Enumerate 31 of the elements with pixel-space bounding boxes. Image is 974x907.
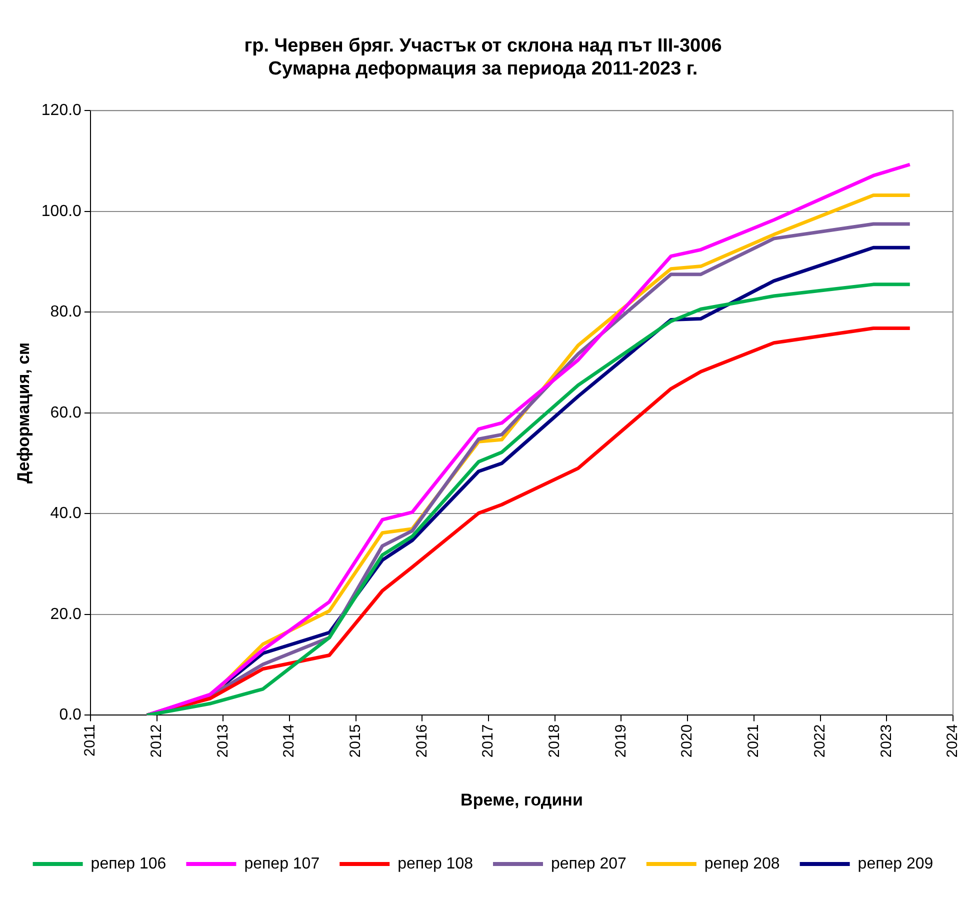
x-tick-label: 2014 [280,724,298,758]
y-tick-label: 40.0 [50,505,82,522]
text: Сумарна деформация за периода 2011-2023 г. [268,58,698,80]
x-tick-label: 2022 [811,724,828,758]
y-tick-label: 60.0 [50,404,82,422]
x-tick-label: 2021 [745,724,762,758]
y-tick-label: 80.0 [50,304,82,321]
x-tick-label: 2015 [346,724,364,758]
x-tick-label: 2017 [480,724,497,758]
x-tick-label: 2023 [878,724,895,758]
y-tick-label: 100.0 [41,202,82,220]
legend-label: репер 107 [244,855,320,872]
x-tick-label: 2024 [944,724,962,758]
x-tick-label: 2019 [612,724,630,758]
text: гр. Червен бряг. Участък от склона над път III-3006 [244,36,722,57]
legend-label: репер 207 [551,855,626,872]
x-tick-label: 2011 [82,724,99,756]
x-axis-title: Време, години [460,790,583,810]
x-tick-label: 2020 [678,724,696,758]
x-tick-label: 2016 [413,724,430,758]
y-tick-label: 120.0 [41,102,82,120]
x-tick-label: 2013 [214,724,232,758]
y-tick-label: 20.0 [50,606,82,623]
y-axis-title: Деформация, см [14,342,33,484]
x-tick-label: 2018 [546,724,564,758]
y-tick-label: 0.0 [59,706,82,724]
legend-label: репер 108 [398,855,474,872]
legend-label: репер 208 [704,855,780,872]
legend-label: репер 106 [90,855,166,872]
legend-label: репер 209 [858,855,934,872]
x-tick-label: 2012 [148,724,165,758]
